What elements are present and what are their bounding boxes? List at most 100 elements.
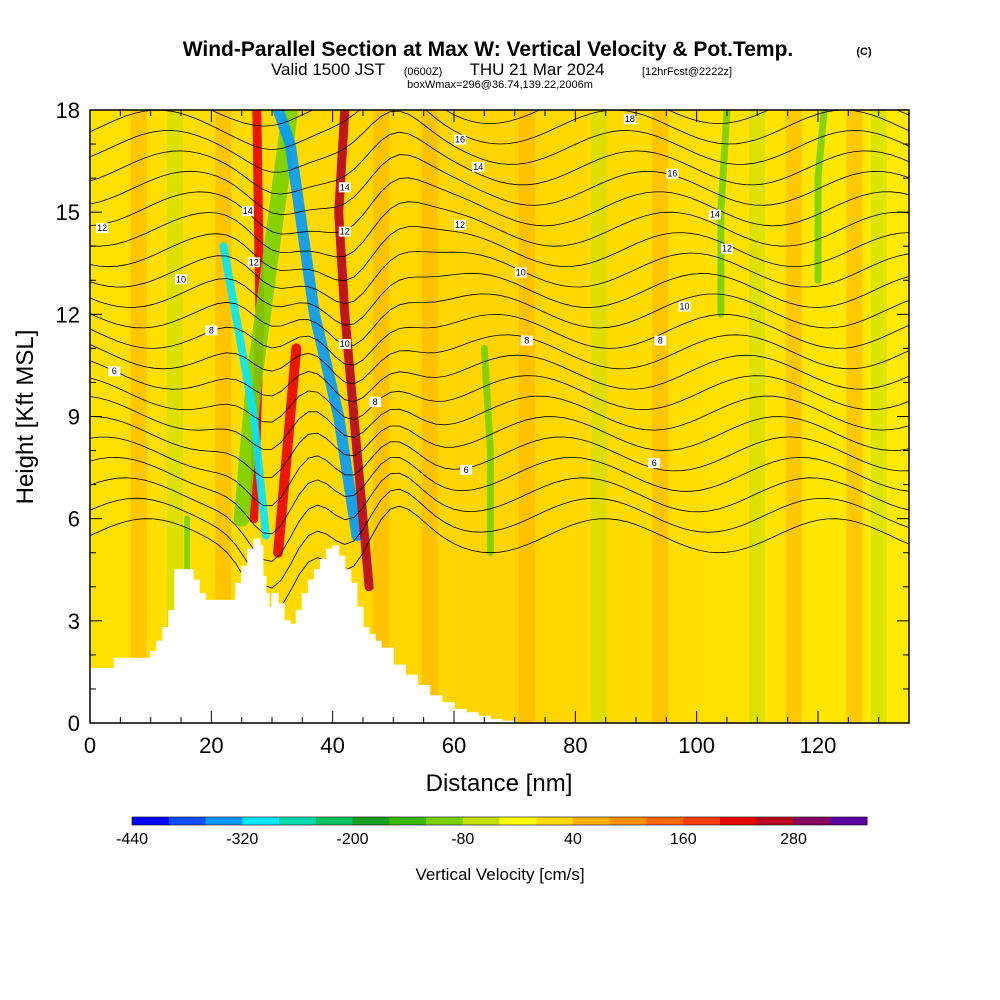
contour-label-bg [514, 267, 527, 278]
contour-label-bg [623, 114, 636, 125]
theta-contour [90, 395, 909, 450]
theta-contour [90, 251, 909, 305]
w-stripe [749, 110, 766, 723]
contour-label: 18 [625, 114, 635, 124]
x-tick-label: 40 [320, 733, 344, 758]
colorbar-swatch [573, 817, 611, 825]
colorbar-swatch [720, 817, 758, 825]
y-tick-label: 15 [56, 200, 80, 225]
colorbar-swatch [536, 817, 574, 825]
x-tick-label: 20 [199, 733, 223, 758]
contour-label-bg [175, 274, 187, 285]
terrain [90, 538, 909, 723]
forecast-info: [12hrFcst@2222z] [642, 66, 732, 78]
colorbar-swatch [315, 817, 353, 825]
vertical-velocity-field [130, 110, 887, 723]
contour-label-bg [472, 161, 485, 172]
theta-contour [90, 334, 909, 385]
theta-contour [90, 177, 909, 235]
w-stripe [785, 110, 802, 723]
y-axis-title: Height [Kft MSL] [12, 330, 39, 505]
copyright-mark: (C) [856, 46, 872, 58]
colorbar-swatch [756, 817, 794, 825]
theta-contour [90, 201, 909, 258]
colorbar-swatch [389, 817, 427, 825]
contour-label-bg [247, 257, 260, 268]
contour-label: 12 [455, 220, 465, 230]
colorbar-frame [131, 816, 868, 826]
contour-label-bg [108, 366, 121, 377]
contour-label-bg [648, 458, 661, 469]
w-band [273, 343, 302, 558]
contour-label: 14 [473, 162, 483, 172]
contour-label-bg [520, 335, 533, 346]
colorbar: -440 -320 -200 -80 40 160 280 [116, 816, 868, 848]
contour-label: 10 [340, 339, 350, 349]
contour-label-bg [666, 168, 679, 179]
w-band [480, 344, 494, 557]
theta-contour [90, 226, 909, 282]
contour-label-bg [338, 226, 351, 237]
contour-label: 10 [176, 274, 186, 284]
w-band [219, 242, 270, 540]
colorbar-swatch [279, 817, 317, 825]
contour-label: 8 [524, 336, 529, 346]
contour-label: 16 [667, 169, 677, 179]
contour-label-bg [460, 464, 473, 475]
colorbar-swatch [462, 817, 500, 825]
box-info: boxWmax=296@36.74,139.22,2006m [407, 79, 593, 91]
theta-contour [90, 472, 909, 562]
potential-temperature-contours: 6 8 10 12 8 8 6 6 8 10 12 14 10 12 14 16 16 18 14 12 14 12 10 [90, 110, 909, 614]
colorbar-swatch [168, 817, 206, 825]
contour-label-bg [338, 182, 351, 193]
colorbar-label: -320 [226, 831, 258, 848]
theta-contour [90, 110, 909, 173]
colorbar-swatch [426, 817, 464, 825]
colorbar-swatch [205, 817, 243, 825]
y-tick-label: 18 [56, 98, 80, 123]
contour-label: 14 [340, 182, 350, 192]
contour-label: 8 [658, 336, 663, 346]
contour-label: 12 [340, 227, 350, 237]
theta-contour [90, 354, 909, 403]
colorbar-swatch [499, 817, 537, 825]
theta-contour [90, 375, 909, 423]
contour-label: 14 [243, 206, 253, 216]
w-band [233, 110, 299, 527]
theta-contour [90, 154, 909, 216]
colorbar-label: 40 [564, 831, 582, 848]
contour-label-bg [721, 243, 733, 254]
contour-label: 6 [112, 366, 117, 376]
x-axis-title: Distance [nm] [426, 770, 573, 797]
colorbar-swatch [646, 817, 684, 825]
colorbar-label: -440 [116, 831, 148, 848]
w-stripe [421, 110, 438, 723]
contour-label: 6 [652, 458, 657, 468]
contour-label-bg [338, 338, 351, 349]
contour-label: 12 [97, 223, 107, 233]
y-tick-label: 0 [68, 711, 80, 736]
contour-label: 14 [710, 210, 720, 220]
w-band [272, 110, 363, 542]
w-stripe [846, 110, 863, 723]
contour-label: 16 [455, 135, 465, 145]
theta-contour [90, 110, 909, 151]
w-stripe [591, 110, 608, 723]
contour-label: 8 [209, 325, 214, 335]
plot-area: 6 8 10 12 8 8 6 6 8 10 12 14 10 12 14 16 16 18 14 12 14 12 10 [90, 110, 909, 723]
contour-label-bg [369, 396, 382, 407]
axis-ticks: 0 20 40 60 80 100 120 0 3 6 9 12 15 18 [56, 98, 910, 758]
theta-contour [90, 488, 909, 589]
valid-date: THU 21 Mar 2024 [469, 60, 604, 79]
theta-contour [90, 456, 909, 535]
valid-time: Valid 1500 JST [271, 60, 385, 79]
w-stripe [130, 110, 147, 723]
w-stripe [518, 110, 535, 723]
valid-utc: (0600Z) [404, 66, 443, 78]
colorbar-title: Vertical Velocity [cm/s] [415, 865, 584, 884]
x-tick-label: 120 [800, 733, 837, 758]
theta-contour [90, 272, 909, 326]
contour-label-bg [454, 219, 467, 230]
contour-label: 10 [516, 267, 526, 277]
colorbar-swatch [242, 817, 280, 825]
